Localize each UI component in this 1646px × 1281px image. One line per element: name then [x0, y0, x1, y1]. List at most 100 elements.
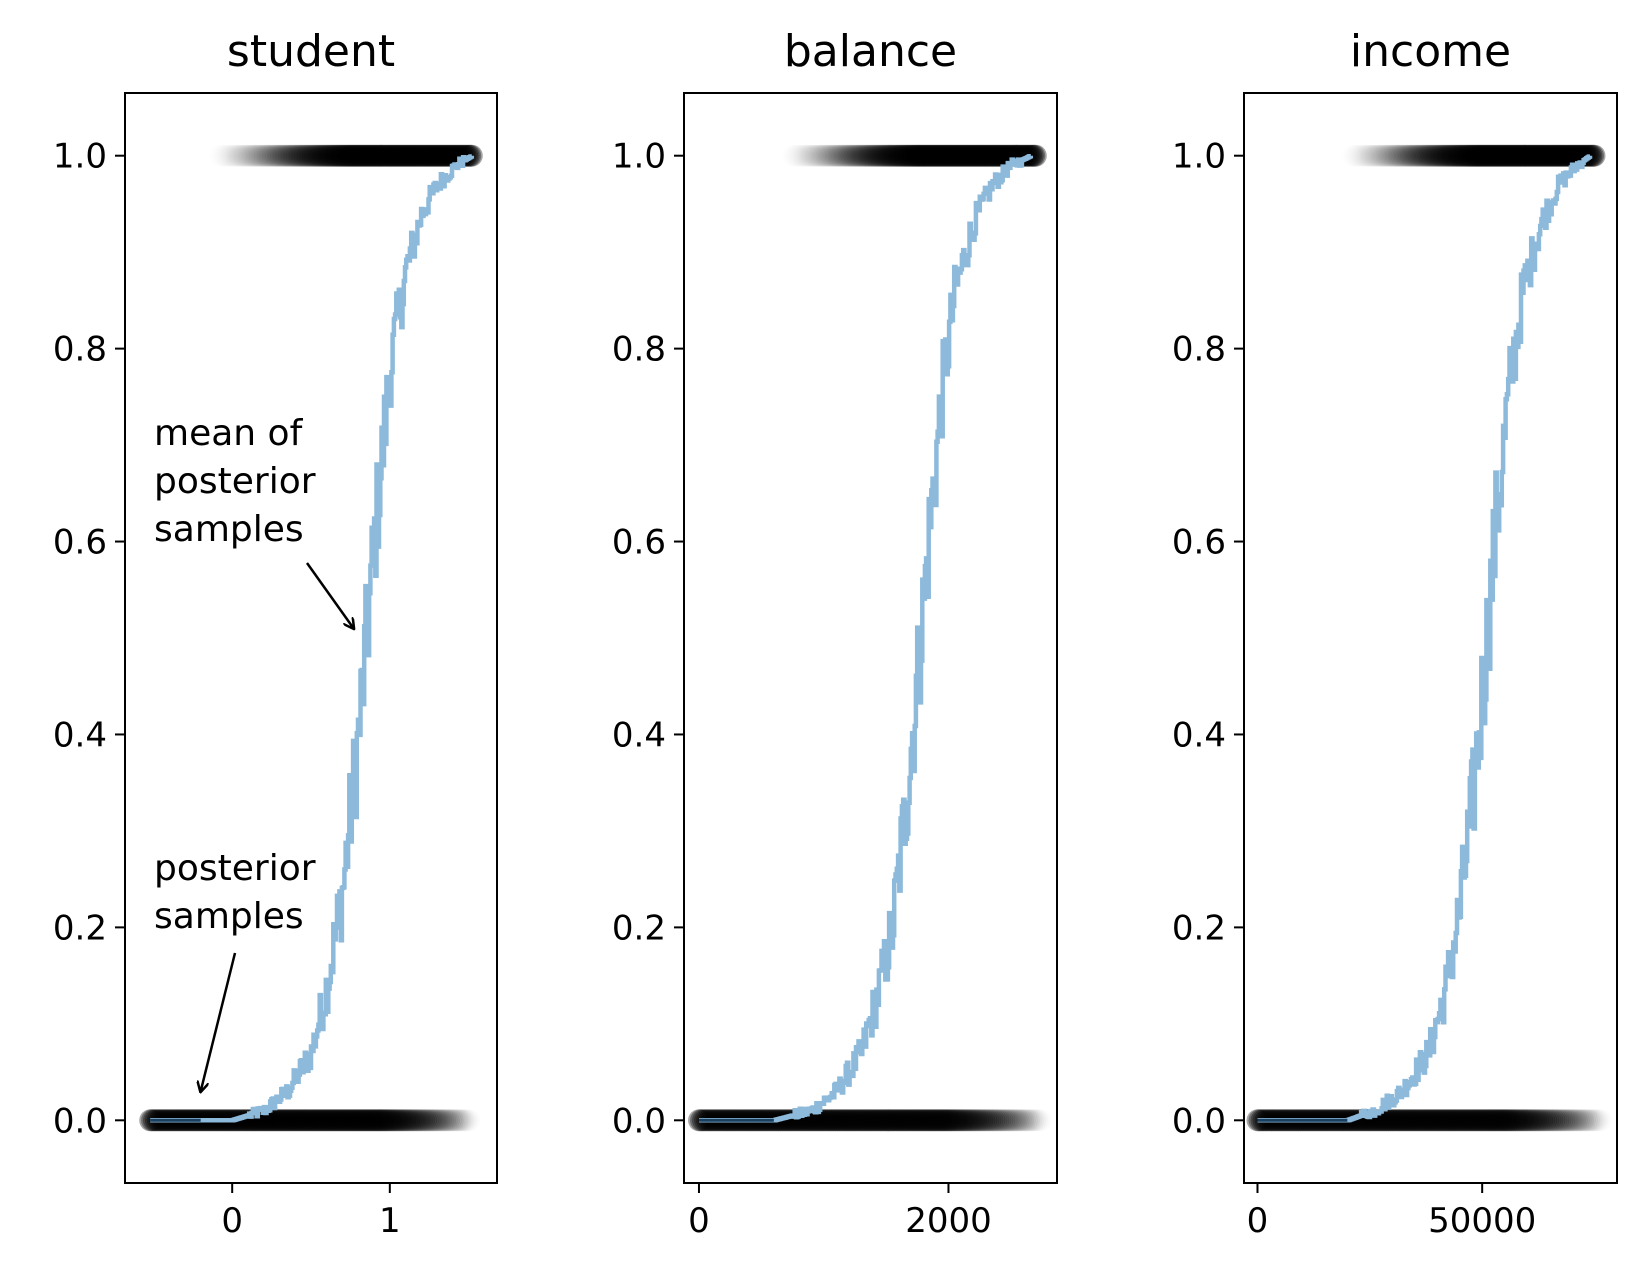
sample-point: [927, 144, 950, 167]
sample-point: [883, 1109, 906, 1132]
sample-point: [428, 144, 451, 167]
posterior-samples: [139, 144, 483, 1132]
sample-point: [1457, 1109, 1480, 1132]
sample-point: [1474, 144, 1496, 167]
sample-point: [1009, 1109, 1032, 1132]
sample-point: [377, 1109, 400, 1132]
sample-point: [425, 144, 448, 167]
sample-point: [312, 1109, 335, 1132]
sample-point: [964, 144, 987, 167]
sample-point: [828, 1109, 851, 1132]
sample-point: [335, 1109, 358, 1132]
sample-point: [879, 144, 902, 167]
sample-point: [841, 144, 864, 167]
sample-point: [269, 144, 292, 167]
sample-point: [1466, 144, 1489, 167]
sample-point: [1529, 144, 1552, 167]
sample-point: [1515, 144, 1538, 167]
sample-point: [1487, 144, 1510, 167]
mean-curve: [1257, 154, 1593, 1123]
sample-point: [334, 144, 356, 167]
sample-point: [882, 144, 905, 167]
sample-point: [271, 144, 294, 167]
axes-frame: [1243, 92, 1618, 1184]
sample-point: [252, 144, 275, 167]
sample-point: [344, 1109, 367, 1132]
sample-point: [1500, 144, 1523, 167]
sample-point: [250, 144, 273, 167]
x-tick-label: 50000: [1428, 1201, 1536, 1241]
sample-point: [367, 144, 390, 167]
sample-point: [273, 144, 296, 167]
sample-point: [1432, 144, 1455, 167]
sample-point: [287, 1109, 310, 1132]
sample-point: [439, 1109, 462, 1132]
sample-point: [373, 1109, 396, 1132]
sample-point: [436, 1109, 458, 1132]
sample-point: [1415, 144, 1438, 167]
sample-point: [1390, 144, 1413, 167]
sample-point: [1540, 144, 1563, 167]
sample-point: [824, 144, 847, 167]
sample-point: [1023, 144, 1046, 167]
sample-point: [845, 144, 867, 167]
sample-point: [422, 1109, 445, 1132]
sample-point: [253, 144, 276, 167]
sample-point: [1450, 144, 1473, 167]
sample-point: [1389, 144, 1412, 167]
sample-point: [1467, 1109, 1490, 1132]
sample-point: [812, 1109, 835, 1132]
sample-point: [361, 144, 384, 167]
annotation-text: samples: [154, 509, 304, 550]
sample-point: [958, 144, 981, 167]
sample-point: [873, 1109, 896, 1132]
sample-point: [930, 144, 953, 167]
sample-point: [1383, 144, 1405, 167]
sample-point: [314, 1109, 337, 1132]
sample-point: [299, 1109, 321, 1132]
sample-point: [1576, 1109, 1599, 1132]
sample-point: [297, 144, 320, 167]
sample-point: [339, 1109, 361, 1132]
sample-point: [1506, 144, 1529, 167]
sample-point: [1424, 144, 1447, 167]
sample-point: [284, 144, 307, 167]
sample-point: [385, 144, 408, 167]
sample-point: [868, 144, 891, 167]
sample-point: [1417, 144, 1439, 167]
sample-point: [888, 144, 911, 167]
sample-point: [274, 1109, 297, 1132]
sample-point: [1551, 144, 1574, 167]
sample-point: [1537, 1109, 1560, 1132]
sample-point: [1526, 144, 1549, 167]
sample-point: [278, 1109, 301, 1132]
sample-point: [345, 144, 368, 167]
annotation-arrow: [201, 952, 237, 1091]
sample-point: [276, 1109, 299, 1132]
sample-point: [1527, 1109, 1549, 1132]
sample-point: [1461, 144, 1484, 167]
sample-point: [1486, 1109, 1508, 1132]
sample-point: [348, 1109, 371, 1132]
sample-point: [326, 144, 348, 167]
sample-point: [1532, 144, 1555, 167]
sample-point: [302, 1109, 325, 1132]
sample-point: [1441, 144, 1464, 167]
sample-point: [285, 144, 308, 167]
sample-point: [1378, 144, 1401, 167]
sample-point: [1449, 144, 1472, 167]
sample-point: [1492, 1109, 1515, 1132]
sample-point: [920, 1109, 943, 1132]
sample-point: [995, 1109, 1018, 1132]
sample-point: [867, 1109, 890, 1132]
sample-point: [382, 144, 405, 167]
sample-point: [268, 1109, 291, 1132]
y-tick-label: 0.0: [53, 1101, 107, 1141]
sample-point: [948, 1109, 971, 1132]
sample-point: [1529, 1109, 1551, 1132]
sample-point: [975, 144, 998, 167]
sample-point: [832, 144, 855, 167]
sample-point: [1392, 144, 1415, 167]
sample-point: [1418, 144, 1441, 167]
y-tick-label: 0.0: [612, 1101, 666, 1141]
